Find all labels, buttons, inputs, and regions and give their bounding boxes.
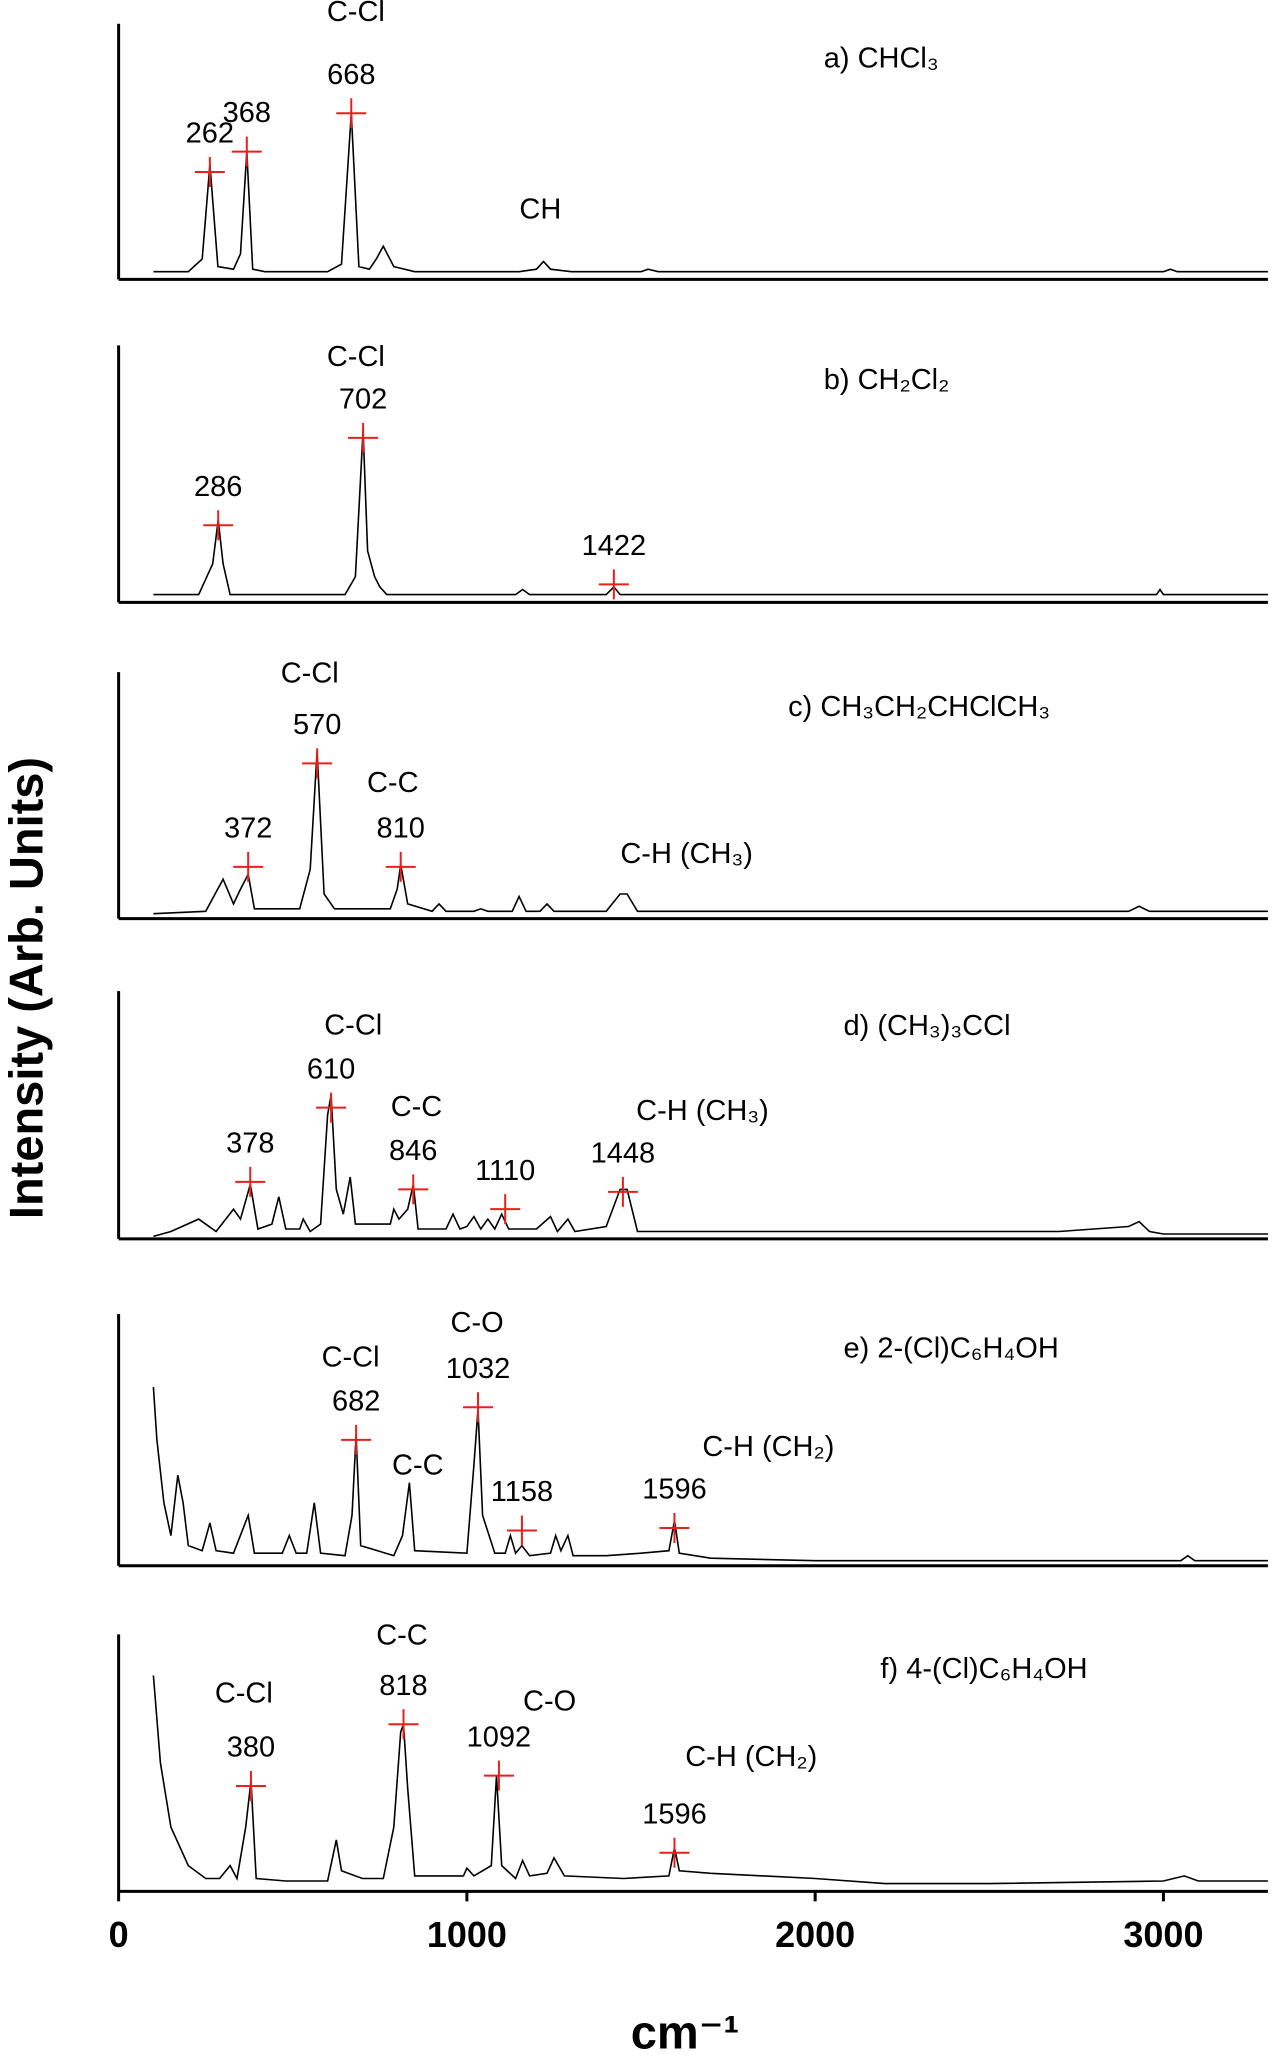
peak-marker (194, 157, 225, 188)
peak-label: 286 (194, 471, 242, 503)
peak-marker (388, 1709, 419, 1740)
peak-label: 682 (332, 1386, 380, 1418)
peak-label: 1422 (582, 530, 647, 562)
annotation: C-H (CH₃) (620, 838, 753, 870)
peak-label: 1092 (467, 1721, 532, 1753)
y-axis-label: Intensity (Arb. Units) (0, 757, 52, 1219)
peak-label: 378 (226, 1128, 274, 1160)
annotation: C-Cl (327, 0, 385, 28)
annotation: C-C (367, 767, 419, 799)
peak-label: 1032 (446, 1353, 511, 1385)
peak-label: 368 (223, 97, 271, 129)
annotation: C-H (CH₃) (636, 1095, 769, 1127)
annotation: C-Cl (322, 1342, 380, 1374)
annotation: C-Cl (327, 341, 385, 373)
spectrum-line (153, 750, 1268, 915)
annotation: C-Cl (215, 1678, 273, 1710)
peak-label: 570 (293, 709, 341, 741)
x-tick-label: 2000 (775, 1914, 855, 1955)
spectrum-line (153, 430, 1268, 596)
peak-marker (659, 1513, 690, 1544)
peak-marker (506, 1515, 537, 1546)
peak-marker (341, 1424, 372, 1455)
annotation: CH (519, 194, 561, 226)
peak-label: 702 (339, 383, 387, 415)
peak-marker (302, 748, 333, 779)
peak-label: 1158 (491, 1476, 553, 1508)
peak-marker (483, 1760, 514, 1791)
spectrum-line (152, 1387, 1268, 1562)
peak-marker (607, 1176, 638, 1207)
annotation: C-C (376, 1620, 428, 1652)
peak-marker (235, 1166, 266, 1197)
x-tick-label: 0 (109, 1914, 129, 1955)
peak-label: 1596 (642, 1474, 707, 1506)
peak-marker (336, 98, 367, 129)
x-tick-label: 3000 (1123, 1914, 1203, 1955)
peak-marker (316, 1092, 347, 1123)
peak-label: 372 (224, 813, 272, 845)
peak-marker (348, 422, 379, 453)
peak-label: 668 (327, 59, 375, 91)
panel-title: f) 4-(Cl)C₆H₄OH (880, 1653, 1087, 1685)
peak-label: 610 (307, 1053, 355, 1085)
panel-title: d) (CH₃)₃CCl (844, 1010, 1011, 1042)
peak-marker (398, 1174, 429, 1205)
peak-marker (598, 569, 629, 600)
peak-label: 810 (377, 813, 425, 845)
panel-title: e) 2-(Cl)C₆H₄OH (844, 1333, 1059, 1365)
panel-title: b) CH₂Cl₂ (824, 364, 950, 396)
annotation: C-C (391, 1091, 443, 1123)
x-axis-label: cm⁻¹ (631, 2005, 739, 2058)
peak-label: 1448 (591, 1137, 656, 1169)
peak-label: 1596 (642, 1798, 707, 1830)
peak-marker (659, 1837, 690, 1868)
peak-marker (235, 1770, 266, 1801)
peak-label: 846 (389, 1135, 437, 1167)
annotation: C-O (451, 1307, 504, 1339)
peak-marker (385, 851, 416, 882)
annotation: C-H (CH₂) (685, 1741, 817, 1773)
peak-label: 1110 (475, 1155, 535, 1187)
peak-marker (233, 851, 264, 882)
panel-title: c) CH₃CH₂CHClCH₃ (788, 691, 1050, 723)
peak-label: 818 (379, 1670, 427, 1702)
peak-label: 262 (186, 118, 234, 150)
x-tick-label: 1000 (427, 1914, 507, 1955)
annotation: C-Cl (281, 657, 339, 689)
spectrum-line (152, 1675, 1268, 1885)
annotation: C-C (392, 1450, 444, 1482)
peak-marker (463, 1392, 494, 1423)
spectrum-line (153, 113, 1268, 273)
peak-marker (203, 510, 234, 541)
spectrum-line (153, 1095, 1268, 1238)
peak-marker (231, 136, 262, 167)
peak-marker (490, 1194, 521, 1225)
panel-title: a) CHCl₃ (824, 42, 939, 74)
peak-label: 380 (227, 1732, 275, 1764)
annotation: C-O (523, 1686, 576, 1718)
annotation: C-H (CH₂) (702, 1431, 834, 1463)
annotation: C-Cl (324, 1009, 382, 1041)
